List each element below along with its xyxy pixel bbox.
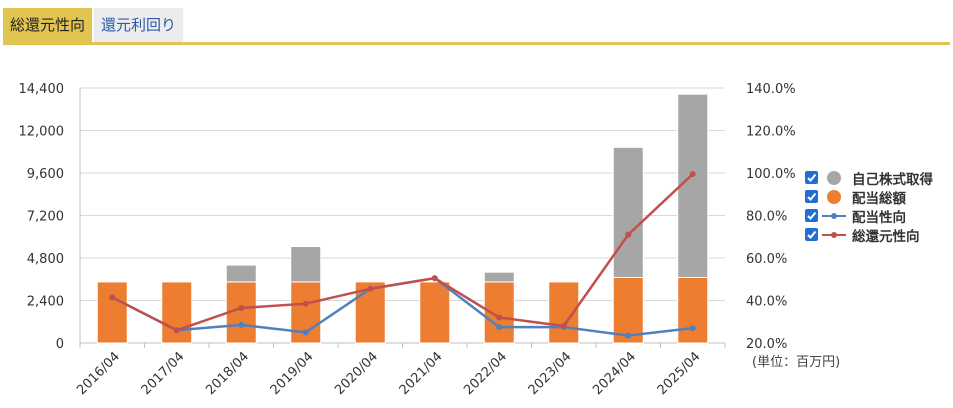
series-line [111,173,694,332]
legend-item-buyback[interactable]: 自己株式取得 [805,168,933,188]
bar-segment [677,93,709,278]
bar-segment [419,281,451,344]
bar-segment [612,276,644,344]
y-right-tick-label: 20.0% [746,337,787,352]
series-point [173,327,180,334]
legend-item-dividend-total[interactable]: 配当総額 [805,187,933,207]
bar-segment [612,146,644,278]
tab-total-return-ratio[interactable]: 総還元性向 [3,8,93,42]
x-tick-label: 2020/04 [332,349,381,398]
x-tick-label: 2021/04 [397,349,446,398]
legend-dot-icon [822,189,846,204]
series-point [109,294,116,301]
series-point [302,329,309,336]
tab-bar: 総還元性向 還元利回り [3,8,185,42]
tab-return-yield[interactable]: 還元利回り [94,8,184,42]
series-point [431,275,438,282]
chart-legend: 自己株式取得 配当総額 配当性向 総還元性向 [805,168,933,245]
series-point [367,285,374,292]
y-left-tick-label: 0 [56,337,64,352]
legend-label: 配当総額 [852,190,906,207]
checkbox-checked-icon[interactable] [805,171,818,184]
bar-segment [96,281,128,344]
unit-label: (単位：百万円) [752,355,841,370]
series-point [496,324,503,331]
x-tick-label: 2016/04 [74,349,123,398]
legend-dot-icon [822,170,846,185]
y-right-tick-label: 60.0% [746,252,787,267]
series-point [560,323,567,329]
y-left-tick-label: 2,400 [27,295,64,310]
series-point [302,300,309,307]
legend-line-icon [822,228,846,242]
x-tick-label: 2017/04 [139,349,188,398]
legend-item-payout-ratio[interactable]: 配当性向 [805,206,933,226]
series-point [625,332,632,339]
y-right-tick-label: 80.0% [746,210,787,225]
x-tick-label: 2019/04 [268,349,317,398]
legend-label: 配当性向 [852,209,906,226]
y-left-tick-label: 14,400 [19,82,65,97]
x-tick-label: 2023/04 [526,349,575,398]
y-left-tick-label: 7,200 [27,210,64,225]
legend-label: 自己株式取得 [852,171,933,188]
bar-segment [290,245,322,283]
bar-segment [483,271,515,283]
series-point [238,304,245,311]
series-point [625,231,632,238]
y-right-tick-label: 120.0% [746,125,796,140]
x-tick-label: 2018/04 [203,349,252,398]
series-point [689,325,696,332]
x-tick-label: 2022/04 [461,349,510,398]
series-point [689,171,696,178]
x-tick-label: 2025/04 [655,349,704,398]
series-point [238,321,245,328]
checkbox-checked-icon[interactable] [805,190,818,203]
x-tick-label: 2024/04 [590,349,639,398]
checkbox-checked-icon[interactable] [805,228,818,241]
tab-underline [3,42,950,45]
series-line [111,276,693,337]
bar-segment [161,281,193,344]
bar-segment [225,264,257,283]
y-right-tick-label: 140.0% [746,82,796,97]
y-left-tick-label: 9,600 [27,167,64,182]
y-right-tick-label: 100.0% [746,167,796,182]
legend-label: 総還元性向 [852,228,920,245]
bar-segment [677,276,709,344]
y-left-tick-label: 12,000 [19,125,65,140]
legend-line-icon [822,209,846,223]
legend-item-total-return-ratio[interactable]: 総還元性向 [805,225,933,245]
series-point [496,314,503,321]
y-right-tick-label: 40.0% [746,295,787,310]
checkbox-checked-icon[interactable] [805,209,818,222]
y-left-tick-label: 4,800 [27,252,64,267]
